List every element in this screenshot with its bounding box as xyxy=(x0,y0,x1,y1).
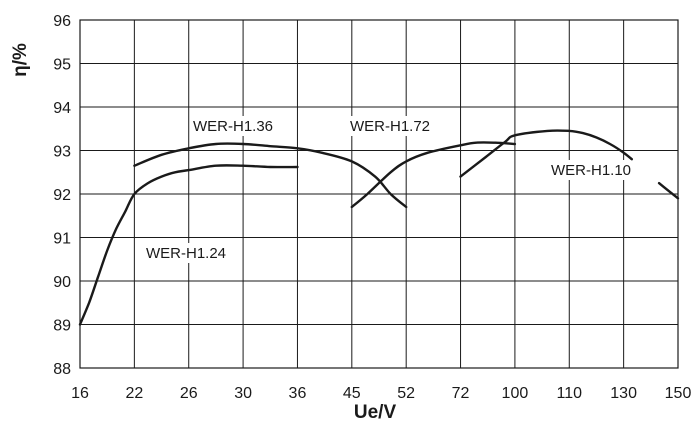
series-label-background xyxy=(347,116,429,136)
x-tick-label: 130 xyxy=(610,385,637,402)
y-tick-label: 90 xyxy=(53,274,71,291)
y-tick-label: 88 xyxy=(53,361,71,378)
x-tick-label: 36 xyxy=(289,385,307,402)
series-curves xyxy=(78,129,680,326)
x-axis-title: Ue/V xyxy=(354,402,397,421)
y-tick-label: 91 xyxy=(53,231,71,248)
series-label-background xyxy=(143,243,225,263)
y-tick-label: 95 xyxy=(53,57,71,74)
y-axis-title: η/% xyxy=(10,43,31,77)
y-tick-labels: 88 89 90 91 92 93 94 95 96 xyxy=(53,13,71,378)
series-labels: WER-H1.24 WER-H1.36 WER-H1.72 WER-H1.10 xyxy=(143,116,631,263)
grid-lines xyxy=(79,19,679,369)
x-tick-labels: 16 22 26 30 36 45 52 72 100 110 130 150 xyxy=(71,385,691,402)
series-line-wer-h1-10 xyxy=(459,129,633,178)
series-line-unlabeled xyxy=(657,181,680,200)
x-tick-label: 26 xyxy=(180,385,198,402)
y-tick-label: 89 xyxy=(53,318,71,335)
x-tick-label: 150 xyxy=(665,385,692,402)
x-tick-label: 110 xyxy=(557,385,583,402)
series-line-wer-h1-72 xyxy=(350,141,517,209)
series-label: WER-H1.36 xyxy=(193,118,273,135)
series-label: WER-H1.24 xyxy=(146,245,226,262)
y-tick-label: 92 xyxy=(53,187,71,204)
x-tick-label: 22 xyxy=(125,385,143,402)
x-tick-label: 72 xyxy=(452,385,470,402)
x-tick-label: 45 xyxy=(343,385,361,402)
y-tick-label: 94 xyxy=(53,100,71,117)
x-tick-label: 16 xyxy=(71,385,89,402)
series-label: WER-H1.72 xyxy=(350,118,430,135)
series-label: WER-H1.10 xyxy=(551,162,631,179)
series-line-wer-h1-36 xyxy=(133,142,408,209)
x-tick-label: 100 xyxy=(502,385,529,402)
plot-frame xyxy=(79,19,679,369)
x-tick-label: 52 xyxy=(397,385,415,402)
series-line-wer-h1-24 xyxy=(78,164,299,326)
y-tick-label: 93 xyxy=(53,144,71,161)
series-label-background xyxy=(548,160,630,180)
x-tick-label: 30 xyxy=(234,385,252,402)
series-label-background xyxy=(190,116,272,136)
y-tick-label: 96 xyxy=(53,13,71,30)
